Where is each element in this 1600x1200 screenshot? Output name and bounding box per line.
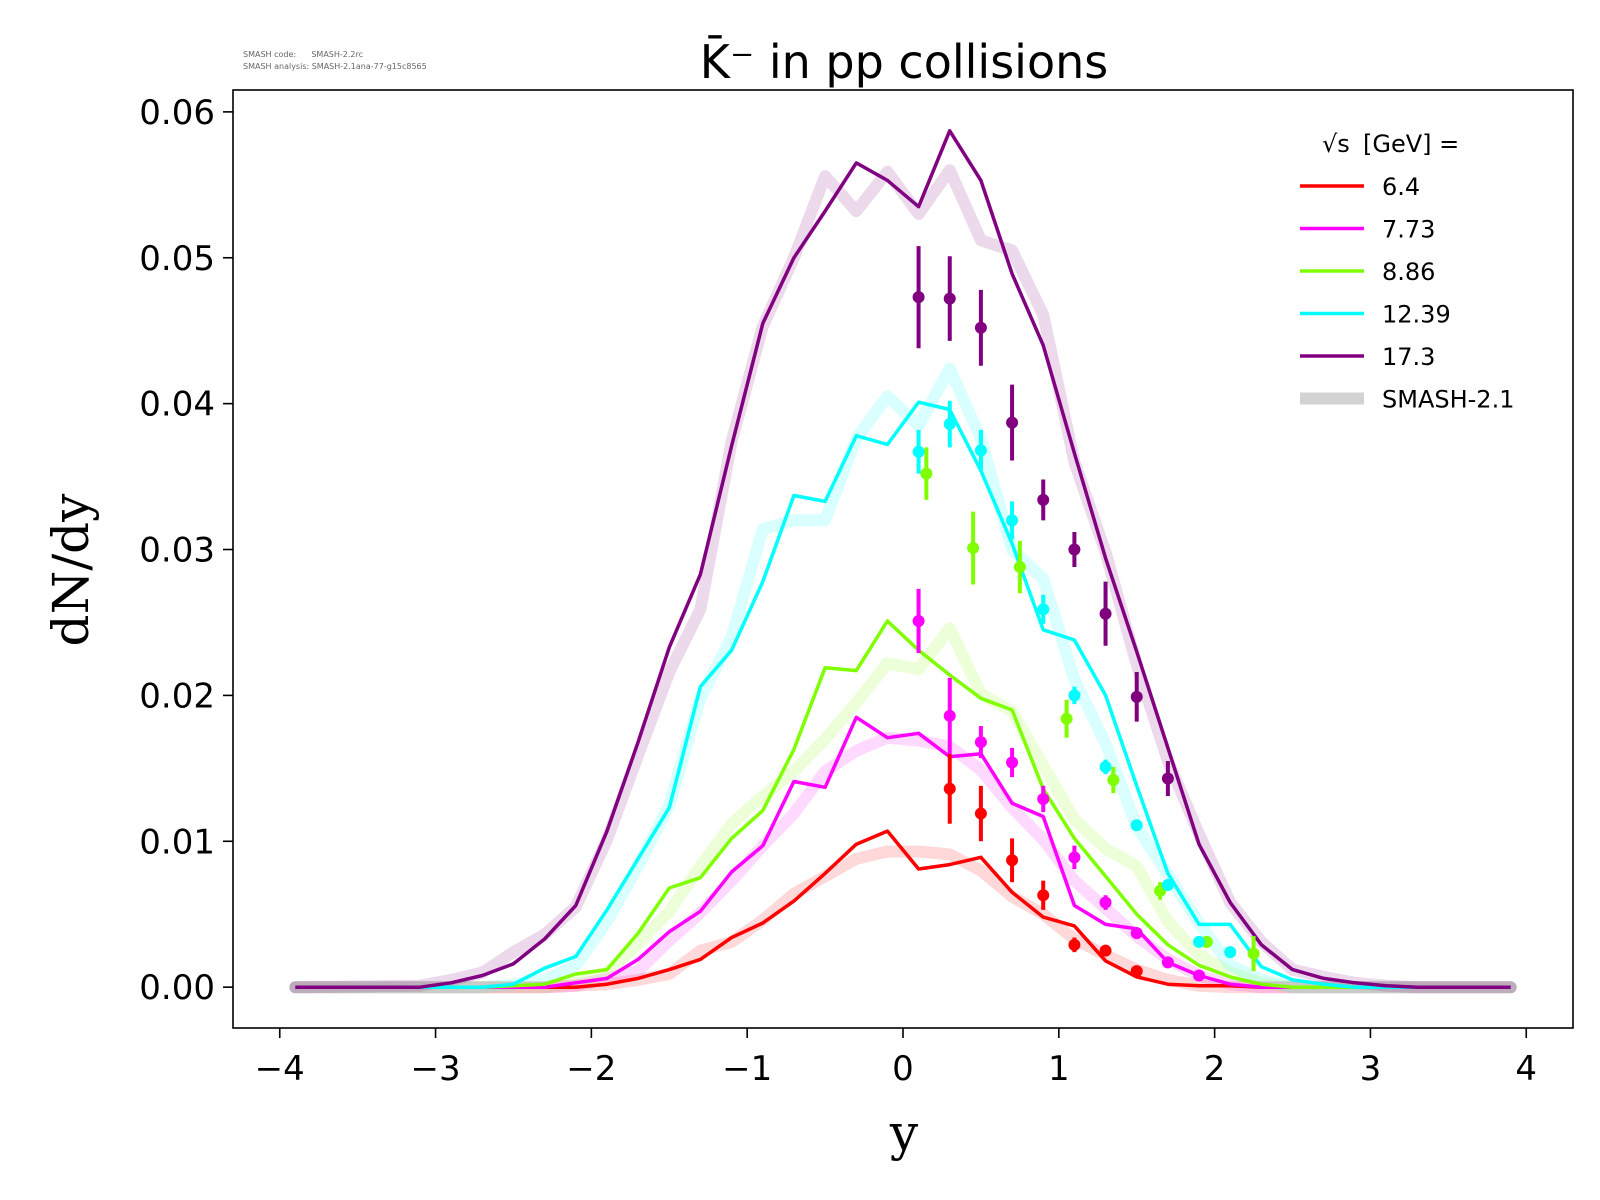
y-tick-label-5: 0.05 (139, 239, 215, 279)
data-point-12.39-3 (1006, 514, 1019, 527)
data-point-12.39-1 (943, 418, 956, 431)
data-point-12.39-0 (912, 445, 925, 458)
axes: −4 −3 −2 −1 0 1 2 3 4 0.00 0.01 0.02 0.03 0.04 0.05 0.0… (139, 89, 1574, 1089)
data-point-7.73-6 (1099, 896, 1112, 909)
x-tick-label-6: 2 (1204, 1049, 1226, 1089)
data-point-12.39-8 (1161, 879, 1174, 892)
data-point-12.39-2 (974, 444, 987, 457)
data-point-6.4-1 (974, 807, 987, 820)
data-point-7.73-5 (1068, 851, 1081, 864)
legend-label-17.3: 17.3 (1382, 343, 1435, 371)
data-point-6.4-2 (1006, 854, 1019, 867)
x-tick-label-8: 4 (1515, 1049, 1537, 1089)
plot-frame (232, 89, 1574, 1029)
model-curve-7.73 (295, 715, 1511, 989)
x-tick-label-3: −1 (722, 1049, 772, 1089)
y-tick-label-1: 0.01 (139, 822, 215, 862)
x-tick-label-2: −2 (566, 1049, 616, 1089)
data-point-6.4-3 (1037, 889, 1050, 902)
data-point-12.39-4 (1037, 603, 1050, 616)
data-point-8.86-4 (1107, 774, 1120, 787)
x-tick-label-5: 1 (1048, 1049, 1070, 1089)
x-tick-label-4: 0 (892, 1049, 914, 1089)
x-tick-label-1: −3 (410, 1049, 460, 1089)
smash-analysis-version: SMASH analysis: SMASH-2.1ana-77-g15c8565 (243, 62, 427, 71)
data-point-6.4-6 (1130, 965, 1143, 978)
data-point-12.39-6 (1099, 760, 1112, 773)
y-tick-label-2: 0.02 (139, 676, 215, 716)
reference-curve-17.3 (289, 164, 1517, 994)
x-tick-label-0: −4 (255, 1049, 305, 1089)
x-tick-label-7: 3 (1360, 1049, 1382, 1089)
chart-title: K̄⁻ in pp collisions (700, 35, 1108, 89)
data-point-6.4-4 (1068, 938, 1081, 951)
reference-curve-6.4 (289, 845, 1517, 994)
data-point-17.3-5 (1068, 543, 1081, 556)
legend-title-sqrt: √s (1322, 130, 1350, 158)
data-point-17.3-2 (974, 321, 987, 334)
y-tick-label-4: 0.04 (139, 385, 215, 425)
data-point-7.73-9 (1193, 969, 1206, 982)
data-point-12.39-9 (1193, 935, 1206, 948)
model-curve-17.3 (295, 129, 1511, 989)
data-point-12.39-10 (1224, 946, 1237, 959)
model-curves (295, 129, 1511, 989)
legend-label-12.39: 12.39 (1382, 301, 1451, 329)
data-point-7.73-4 (1037, 792, 1050, 805)
legend-title: [GeV] = (1363, 130, 1459, 158)
data-point-17.3-3 (1006, 416, 1019, 429)
data-point-8.86-3 (1060, 712, 1073, 725)
data-point-17.3-7 (1130, 690, 1143, 703)
data-point-17.3-1 (943, 292, 956, 305)
data-point-7.73-2 (974, 736, 987, 749)
legend-label-8.86: 8.86 (1382, 258, 1435, 286)
data-point-7.73-7 (1130, 927, 1143, 940)
reference-curve-7.73 (289, 731, 1517, 994)
x-axis-label: y (889, 1104, 919, 1162)
legend-label-6.4: 6.4 (1382, 173, 1420, 201)
model-curve-12.39 (295, 400, 1511, 989)
data-point-12.39-7 (1130, 819, 1143, 832)
data-point-8.86-2 (1013, 561, 1026, 574)
legend-label-reference: SMASH-2.1 (1382, 386, 1514, 414)
data-point-8.86-0 (920, 467, 933, 480)
data-point-7.73-1 (943, 709, 956, 722)
y-tick-label-0: 0.00 (139, 968, 215, 1008)
data-point-8.86-1 (967, 542, 980, 555)
data-point-17.3-8 (1161, 772, 1174, 785)
data-point-17.3-4 (1037, 493, 1050, 506)
y-axis-label: dN/dy (42, 493, 100, 647)
data-point-17.3-6 (1099, 607, 1112, 620)
data-point-17.3-0 (912, 291, 925, 304)
data-point-12.39-5 (1068, 689, 1081, 702)
model-curve-8.86 (295, 619, 1511, 989)
data-point-6.4-5 (1099, 944, 1112, 957)
reference-curves (289, 164, 1517, 994)
reference-curve-8.86 (289, 622, 1517, 994)
data-point-7.73-0 (912, 614, 925, 627)
data-point-6.4-0 (943, 782, 956, 795)
data-point-8.86-7 (1247, 947, 1260, 960)
y-tick-label-6: 0.06 (139, 93, 215, 133)
data-point-7.73-8 (1161, 956, 1174, 969)
reference-curve-12.39 (289, 362, 1517, 994)
legend-label-7.73: 7.73 (1382, 216, 1435, 244)
legend: √s [GeV] = 6.4 7.73 8.86 12.39 17.3 SMASH-2.1 (1300, 130, 1514, 414)
data-point-7.73-3 (1006, 756, 1019, 769)
smash-code-version: SMASH code: SMASH-2.2rc (243, 50, 364, 59)
y-tick-label-3: 0.03 (139, 531, 215, 571)
experimental-data (912, 246, 1260, 982)
